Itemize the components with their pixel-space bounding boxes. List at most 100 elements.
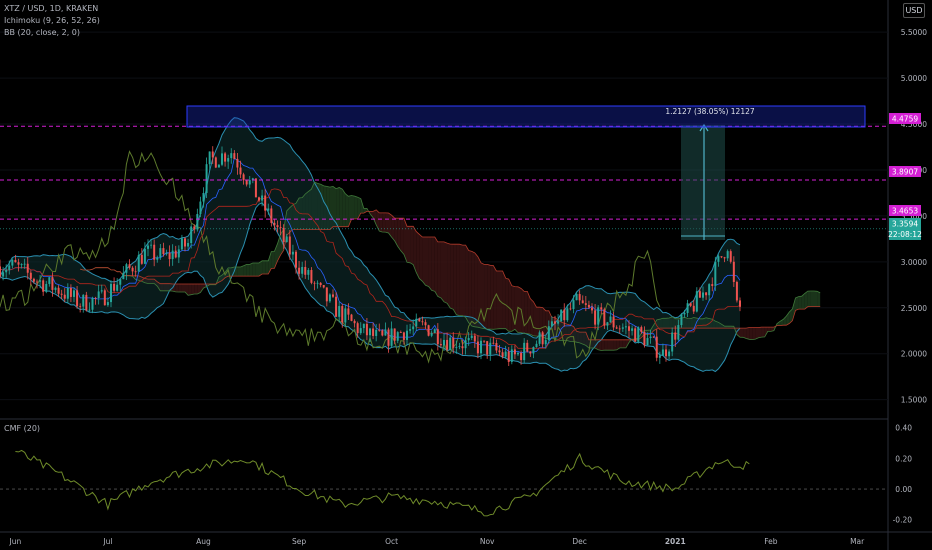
- candle-body[interactable]: [316, 282, 319, 284]
- candle-body[interactable]: [285, 236, 288, 243]
- candle-body[interactable]: [624, 326, 627, 328]
- candle-body[interactable]: [458, 346, 461, 348]
- candle-body[interactable]: [575, 294, 578, 301]
- candle-body[interactable]: [717, 256, 720, 262]
- candle-body[interactable]: [217, 164, 220, 168]
- candle-body[interactable]: [526, 342, 529, 352]
- candle-body[interactable]: [66, 287, 69, 299]
- candle-body[interactable]: [39, 280, 42, 282]
- candle-body[interactable]: [221, 153, 223, 165]
- candle-body[interactable]: [402, 332, 405, 340]
- candle-body[interactable]: [168, 252, 171, 260]
- candle-body[interactable]: [618, 328, 621, 330]
- candle-body[interactable]: [199, 201, 202, 215]
- candle-body[interactable]: [415, 318, 418, 327]
- candle-body[interactable]: [665, 349, 667, 357]
- candle-body[interactable]: [91, 297, 94, 310]
- ichimoku-legend[interactable]: Ichimoku (9, 26, 52, 26): [4, 16, 100, 25]
- candle-body[interactable]: [365, 323, 368, 336]
- candle-body[interactable]: [393, 328, 396, 341]
- candle-body[interactable]: [20, 264, 23, 265]
- measure-tool[interactable]: [681, 123, 725, 240]
- cmf-legend[interactable]: CMF (20): [4, 424, 41, 433]
- candle-body[interactable]: [42, 280, 45, 292]
- candle-body[interactable]: [63, 294, 66, 299]
- candle-body[interactable]: [279, 226, 282, 228]
- candle-body[interactable]: [110, 283, 112, 303]
- candle-body[interactable]: [461, 346, 464, 349]
- candle-body[interactable]: [122, 272, 125, 280]
- candle-body[interactable]: [2, 272, 5, 277]
- candle-body[interactable]: [338, 306, 341, 317]
- candle-body[interactable]: [535, 343, 538, 348]
- candle-body[interactable]: [362, 323, 365, 329]
- candle-body[interactable]: [69, 287, 72, 297]
- candle-body[interactable]: [208, 151, 211, 165]
- candle-body[interactable]: [202, 192, 205, 202]
- candle-body[interactable]: [492, 342, 495, 344]
- candle-body[interactable]: [332, 294, 334, 297]
- candle-body[interactable]: [162, 248, 165, 255]
- candle-body[interactable]: [310, 270, 313, 283]
- candle-body[interactable]: [563, 309, 566, 321]
- candle-body[interactable]: [17, 262, 20, 265]
- candle-body[interactable]: [248, 180, 251, 185]
- candle-body[interactable]: [211, 151, 214, 158]
- candle-body[interactable]: [396, 332, 399, 341]
- candle-body[interactable]: [76, 290, 79, 307]
- candle-body[interactable]: [5, 269, 8, 273]
- candle-body[interactable]: [264, 195, 267, 211]
- candle-body[interactable]: [631, 328, 634, 331]
- candle-body[interactable]: [193, 226, 196, 230]
- candle-body[interactable]: [353, 320, 356, 324]
- candle-body[interactable]: [421, 321, 424, 323]
- candle-body[interactable]: [251, 178, 254, 181]
- measure-range[interactable]: [681, 125, 725, 240]
- candle-body[interactable]: [94, 297, 97, 299]
- candle-body[interactable]: [591, 307, 593, 311]
- candle-body[interactable]: [119, 279, 122, 285]
- candle-body[interactable]: [242, 174, 245, 181]
- candle-body[interactable]: [643, 331, 646, 346]
- candle-body[interactable]: [137, 254, 140, 272]
- candle-body[interactable]: [677, 325, 680, 340]
- candle-body[interactable]: [621, 327, 624, 329]
- candle-body[interactable]: [224, 153, 227, 162]
- candle-body[interactable]: [8, 265, 11, 270]
- candle-body[interactable]: [692, 305, 695, 312]
- candle-body[interactable]: [177, 249, 180, 258]
- candle-body[interactable]: [430, 333, 433, 336]
- candle-body[interactable]: [702, 292, 704, 298]
- candle-body[interactable]: [325, 287, 328, 302]
- candle-body[interactable]: [313, 282, 316, 284]
- candle-body[interactable]: [276, 225, 279, 227]
- candle-body[interactable]: [288, 236, 291, 255]
- candle-body[interactable]: [708, 284, 711, 296]
- candle-body[interactable]: [159, 248, 162, 258]
- candle-body[interactable]: [603, 309, 606, 326]
- candle-body[interactable]: [520, 352, 523, 361]
- candle-body[interactable]: [584, 303, 587, 305]
- candle-body[interactable]: [165, 252, 168, 255]
- candle-body[interactable]: [147, 245, 149, 249]
- candle-body[interactable]: [48, 277, 51, 284]
- candle-body[interactable]: [449, 337, 452, 350]
- price-tag-level-1[interactable]: 4.4759: [889, 113, 921, 124]
- candle-body[interactable]: [113, 283, 116, 291]
- candle-body[interactable]: [372, 328, 375, 336]
- candle-body[interactable]: [517, 352, 519, 355]
- candle-body[interactable]: [557, 321, 560, 324]
- candle-body[interactable]: [538, 332, 541, 344]
- candle-body[interactable]: [270, 208, 273, 223]
- candle-body[interactable]: [174, 250, 177, 258]
- candle-body[interactable]: [298, 267, 301, 274]
- candle-body[interactable]: [698, 291, 701, 298]
- candle-body[interactable]: [655, 336, 658, 358]
- horizontal-levels[interactable]: [0, 125, 888, 230]
- candle-body[interactable]: [467, 338, 470, 341]
- candle-body[interactable]: [680, 314, 683, 326]
- candle-body[interactable]: [443, 339, 445, 346]
- candle-body[interactable]: [612, 316, 615, 328]
- candle-body[interactable]: [106, 302, 109, 306]
- candle-body[interactable]: [387, 329, 390, 346]
